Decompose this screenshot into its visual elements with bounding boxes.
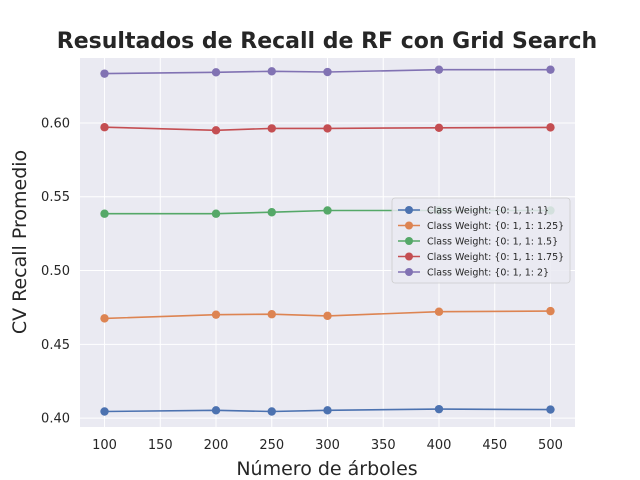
legend-item: Class Weight: {0: 1, 1: 1} — [398, 206, 549, 217]
data-point — [267, 124, 276, 133]
grid-lines — [80, 58, 575, 427]
y-axis-label: CV Recall Promedio — [9, 150, 31, 334]
data-point — [267, 67, 276, 76]
x-tick-label: 400 — [427, 438, 452, 453]
x-axis-label: Número de árboles — [236, 458, 417, 480]
legend-label: Class Weight: {0: 1, 1: 1.5} — [427, 237, 558, 248]
y-tick-label: 0.45 — [41, 338, 70, 353]
series-1 — [100, 404, 555, 416]
legend: Class Weight: {0: 1, 1: 1} Class Weight: … — [391, 197, 571, 284]
legend-item: Class Weight: {0: 1, 1: 1.75} — [398, 252, 564, 263]
legend-marker — [405, 252, 413, 261]
data-point — [211, 126, 221, 135]
legend-marker — [405, 268, 413, 276]
data-point — [100, 209, 109, 218]
x-tick-label: 100 — [92, 438, 117, 453]
data-point — [546, 306, 555, 316]
legend-item: Class Weight: {0: 1, 1: 2} — [398, 268, 549, 279]
y-tick-label: 0.40 — [41, 412, 70, 427]
data-point — [434, 65, 444, 74]
data-point — [211, 310, 221, 319]
data-point — [546, 405, 555, 414]
legend-item: Class Weight: {0: 1, 1: 1.5} — [398, 237, 558, 248]
legend-marker — [405, 237, 413, 245]
data-point — [323, 206, 332, 215]
x-tick-label: 450 — [482, 438, 507, 453]
y-tick-label: 0.60 — [41, 116, 70, 131]
legend-label: Class Weight: {0: 1, 1: 2} — [427, 268, 549, 279]
series-2 — [100, 306, 555, 323]
legend-label: Class Weight: {0: 1, 1: 1.25} — [427, 221, 564, 232]
x-tick-label: 200 — [204, 438, 229, 453]
data-point — [100, 407, 109, 416]
data-point — [323, 311, 332, 321]
data-point — [100, 123, 109, 132]
data-point — [434, 123, 444, 133]
series-line — [104, 310, 551, 320]
series-layer — [100, 65, 555, 416]
legend-item: Class Weight: {0: 1, 1: 1.25} — [398, 221, 564, 232]
data-point — [267, 208, 276, 217]
y-tick-label: 0.50 — [41, 264, 70, 279]
data-point — [323, 67, 332, 77]
series-5 — [100, 65, 555, 78]
data-point — [323, 406, 332, 415]
x-tick-label: 500 — [538, 438, 563, 453]
legend-marker — [405, 221, 413, 230]
data-point — [323, 124, 332, 133]
data-point — [100, 314, 109, 323]
data-point — [211, 209, 221, 218]
data-point — [211, 68, 221, 77]
series-4 — [100, 123, 555, 135]
data-point — [546, 65, 555, 74]
data-point — [434, 307, 444, 316]
data-point — [211, 406, 221, 415]
series-line — [104, 68, 551, 75]
x-tick-labels: 100 150 200 250 300 350 400 450 500 — [92, 438, 563, 453]
y-tick-labels: 0.40 0.45 0.50 0.55 0.60 — [41, 116, 70, 426]
data-point — [267, 407, 276, 416]
legend-label: Class Weight: {0: 1, 1: 1} — [427, 206, 549, 217]
x-tick-label: 250 — [259, 438, 284, 453]
data-point — [267, 310, 276, 319]
data-point — [546, 123, 555, 132]
data-point — [100, 69, 109, 78]
legend-box — [391, 197, 571, 284]
series-line — [104, 408, 551, 413]
y-tick-label: 0.55 — [41, 190, 70, 205]
x-tick-label: 300 — [315, 438, 340, 453]
x-tick-label: 150 — [148, 438, 173, 453]
chart-title: Resultados de Recall de RF con Grid Sear… — [57, 29, 597, 54]
legend-marker — [405, 206, 413, 214]
legend-label: Class Weight: {0: 1, 1: 1.75} — [427, 252, 564, 263]
series-line — [104, 126, 551, 132]
x-tick-label: 350 — [371, 438, 396, 453]
data-point — [434, 404, 444, 414]
